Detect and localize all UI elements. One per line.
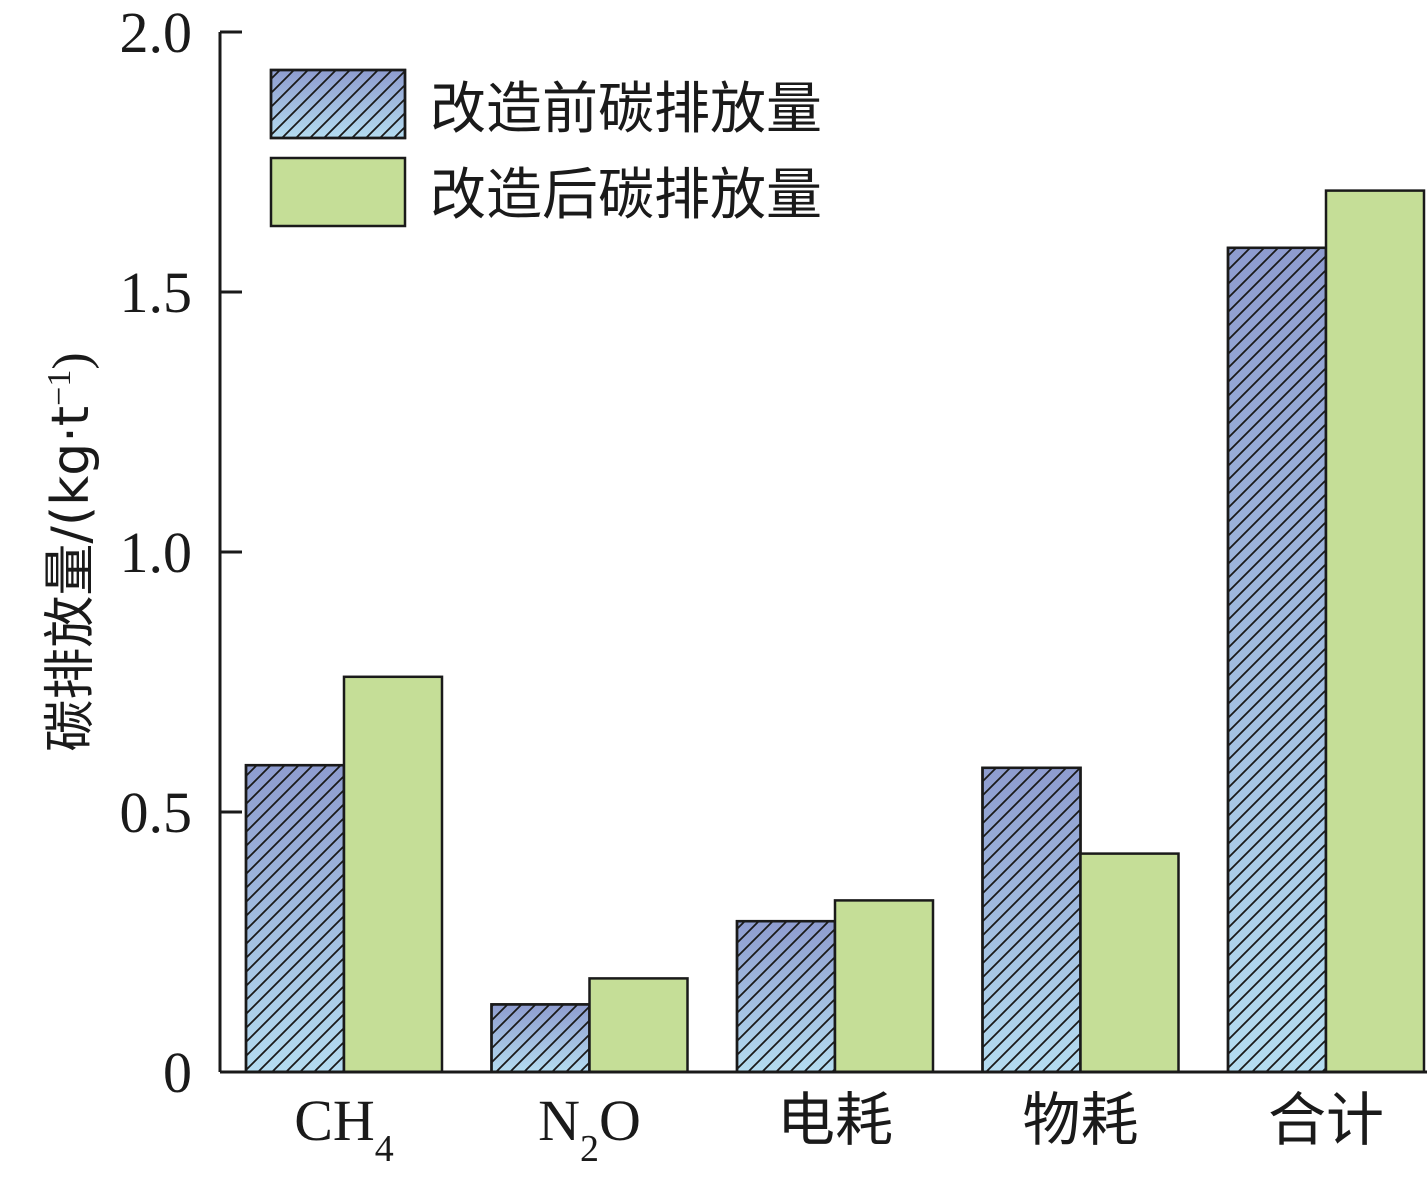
category-label-1: N2O bbox=[538, 1088, 641, 1170]
bar-before-hatch-1 bbox=[490, 1003, 591, 1074]
y-axis-title: 碳排放量/(kg·t−1) bbox=[41, 352, 102, 751]
bar-before-hatch-0 bbox=[244, 763, 346, 1074]
axes-group: CH4 N2O 电耗 物耗 合计 0 0.5 1.0 1.5 2.0 bbox=[120, 0, 1427, 1170]
bar-after-2 bbox=[833, 899, 935, 1074]
category-label-3: 物耗 bbox=[1022, 1088, 1138, 1153]
legend-label-after: 改造后碳排放量 bbox=[430, 163, 822, 228]
legend-swatch-before-hatch bbox=[269, 68, 407, 140]
bar-after-3 bbox=[1079, 852, 1180, 1074]
y-tick-label-1: 0.5 bbox=[120, 780, 193, 845]
y-axis-title-main: 碳排放量/(kg·t bbox=[41, 406, 101, 752]
bar-before-hatch-2 bbox=[735, 919, 837, 1074]
y-tick-label-4: 2.0 bbox=[120, 0, 193, 65]
legend-label-before: 改造前碳排放量 bbox=[430, 77, 822, 142]
category-label-2: 电耗 bbox=[777, 1088, 893, 1153]
bar-before-hatch-3 bbox=[981, 766, 1082, 1074]
legend: 改造前碳排放量 改造后碳排放量 bbox=[269, 68, 822, 228]
bar-after-1 bbox=[588, 977, 689, 1074]
category-label-4: 合计 bbox=[1268, 1088, 1384, 1153]
y-tick-label-2: 1.0 bbox=[120, 520, 193, 585]
bars-group bbox=[244, 189, 1426, 1074]
category-label-0: CH4 bbox=[294, 1088, 394, 1170]
bar-after-4 bbox=[1324, 189, 1426, 1074]
y-axis-title-close: ) bbox=[43, 352, 100, 369]
bar-before-hatch-4 bbox=[1226, 246, 1328, 1074]
y-tick-label-3: 1.5 bbox=[120, 260, 193, 325]
legend-swatch-after bbox=[269, 156, 407, 228]
bar-after-0 bbox=[342, 675, 444, 1074]
y-axis-title-sup: −1 bbox=[41, 370, 78, 406]
y-tick-label-0: 0 bbox=[163, 1040, 192, 1105]
